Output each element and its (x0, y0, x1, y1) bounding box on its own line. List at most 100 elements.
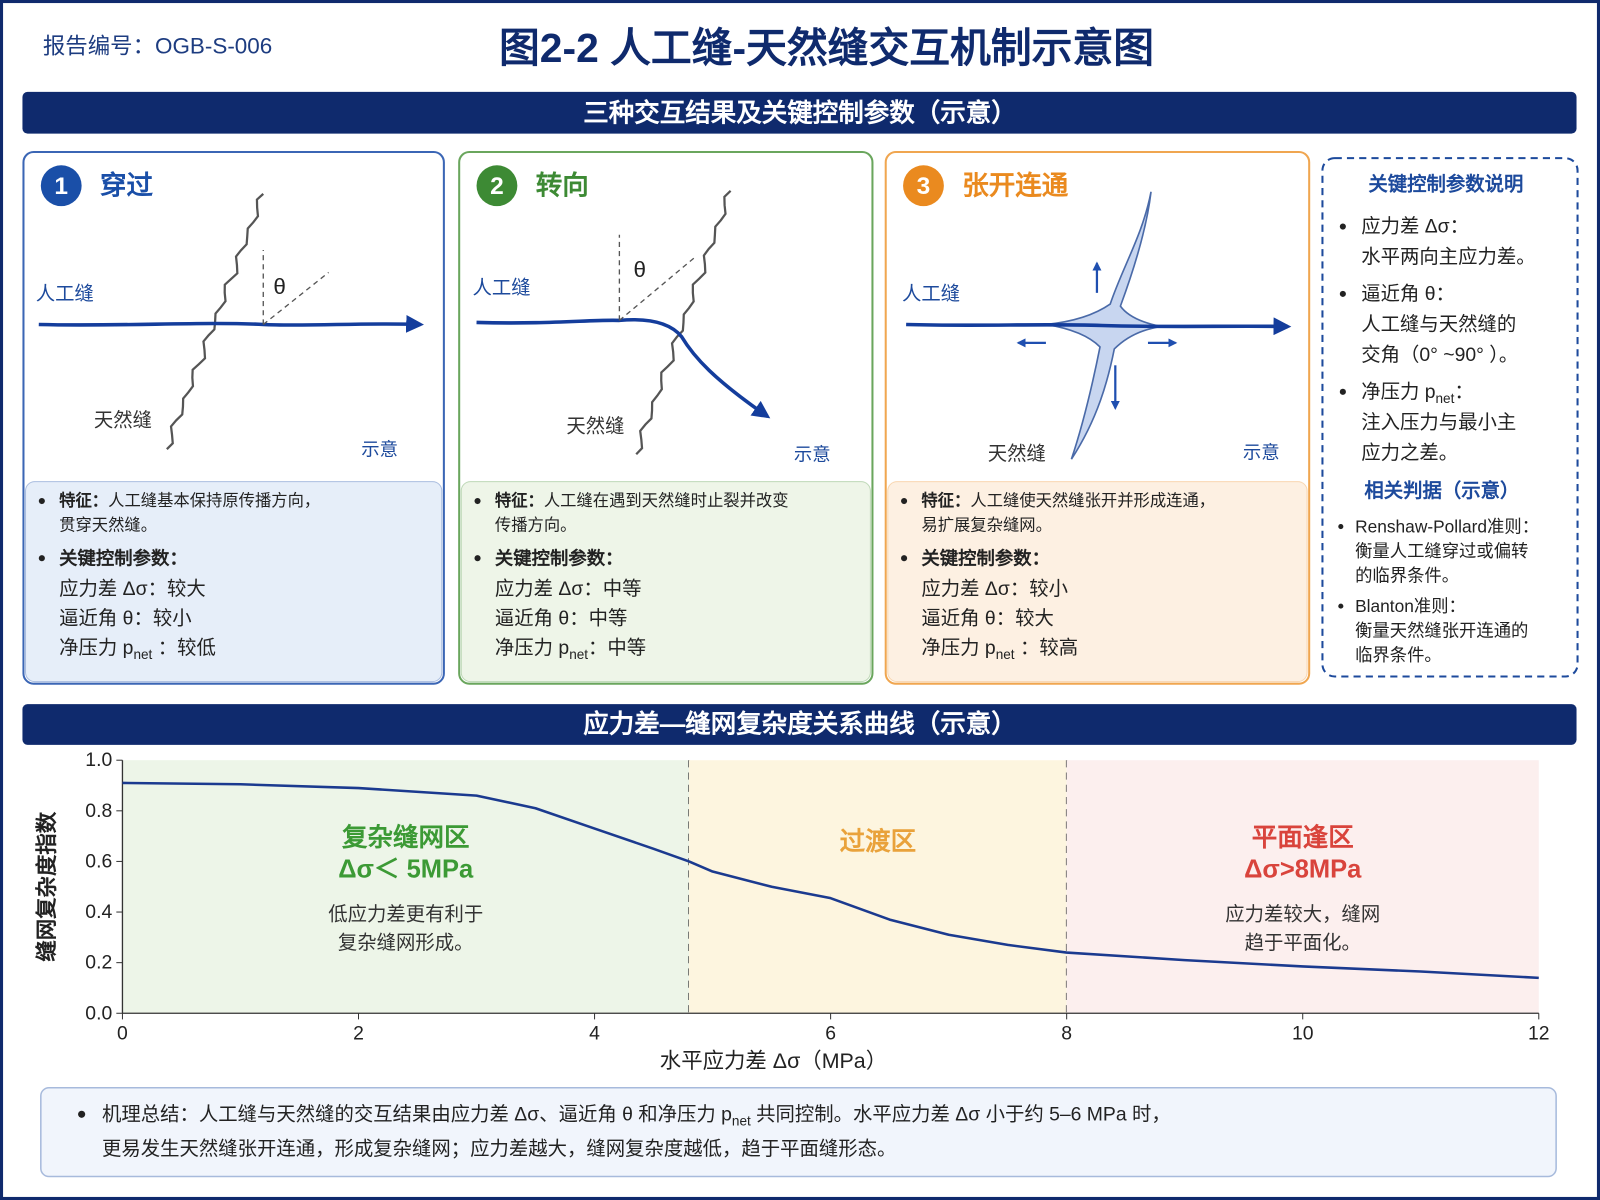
report-number: 报告编号：OGB-S-006 (43, 33, 272, 58)
text-part: 传播方向。 (495, 517, 577, 535)
chart-title: 应力差—缝网复杂度关系曲线（示意） (583, 709, 1017, 738)
params-label: 关键控制参数： (495, 548, 624, 569)
y-tick-label: 0.6 (85, 850, 112, 872)
text-part: net (732, 1113, 751, 1128)
feature-text: 特征：人工缝在遇到天然缝时止裂并改变 (495, 491, 789, 510)
region-note: 应力差较大，缝网 (1225, 903, 1380, 925)
text-part: ：较小 (1010, 578, 1068, 600)
criteria-text: 衡量人工缝穿过或偏转 (1355, 541, 1528, 561)
y-tick-label: 1.0 (85, 749, 112, 771)
natural-fracture-label: 天然缝 (988, 443, 1046, 465)
region-note: 趋于平面化。 (1245, 932, 1361, 954)
criteria-text: 衡量天然缝张开连通的 (1355, 621, 1528, 641)
artificial-fracture-label: 人工缝 (472, 277, 530, 299)
params-label: 关键控制参数： (59, 548, 188, 569)
region-subtitle: Δσ>8MPa (1244, 855, 1362, 883)
card-number-badge (476, 165, 518, 207)
card-number: 3 (917, 173, 931, 200)
side-panel-title: 关键控制参数说明 (1368, 173, 1523, 196)
text-part: ：较高 (1015, 637, 1079, 659)
x-tick-label: 0 (117, 1023, 128, 1045)
text-part: 共同控制。水平应力差 Δσ 小于约 5–6 MPa 时， (751, 1103, 1171, 1125)
region-note: 低应力差更有利于 (328, 903, 483, 925)
text-part: 应力差 Δσ (495, 578, 583, 600)
param-text: 净压力 pnet ：较低 (59, 637, 216, 662)
y-tick-label: 0.0 (85, 1002, 112, 1024)
text-part: ：中等 (583, 578, 641, 600)
y-axis-label: 缝网复杂度指数 (34, 811, 59, 961)
card-number: 1 (54, 173, 68, 200)
section-band (22, 704, 1577, 745)
x-tick-label: 12 (1528, 1023, 1550, 1045)
x-tick-label: 2 (353, 1023, 364, 1045)
card-number: 2 (490, 173, 504, 200)
text-part: net (133, 647, 152, 662)
angle-guide (618, 234, 695, 321)
side-item-desc: 注入压力与最小主 (1361, 411, 1516, 433)
param-text: 逼近角 θ：较大 (921, 607, 1053, 629)
text-part: 逼近角 θ (59, 607, 133, 629)
criteria-text: Blanton准则： (1355, 596, 1466, 616)
text-part: ： (1454, 381, 1473, 403)
card-feature-area (25, 481, 443, 683)
text-part: ：较大 (148, 578, 206, 600)
text-part: 特征： (495, 491, 544, 510)
text-part: 净压力 p (59, 637, 133, 659)
text-part: 应力差 Δσ (921, 578, 1009, 600)
summary-text: 更易发生天然缝张开连通，形成复杂缝网；应力差越大，缝网复杂度越低，趋于平面缝形态… (102, 1138, 896, 1160)
text-part: 特征： (59, 491, 108, 510)
artificial-fracture-label: 人工缝 (36, 283, 94, 305)
side-item-name: 逼近角 θ： (1361, 283, 1455, 305)
text-part: 应力差 Δσ： (1361, 216, 1469, 238)
text-part: ：中等 (569, 607, 627, 629)
side-item-name: 净压力 pnet： (1361, 381, 1474, 406)
x-tick-label: 8 (1061, 1023, 1072, 1045)
bullet (1339, 290, 1346, 297)
text-part: 应力差 Δσ (59, 578, 147, 600)
text-part: net (996, 647, 1015, 662)
card-number-badge (40, 165, 82, 207)
card-title: 穿过 (100, 171, 154, 201)
text-part: 净压力 p (495, 637, 569, 659)
param-text: 应力差 Δσ：中等 (495, 578, 642, 600)
artificial-fracture (38, 315, 424, 333)
bullet (38, 555, 45, 562)
section-band (22, 91, 1577, 134)
side-panel (1321, 157, 1579, 678)
natural-fracture (635, 190, 732, 456)
card-title: 转向 (536, 171, 589, 201)
text-part: ：较大 (996, 607, 1054, 629)
text-part: ：中等 (588, 637, 646, 659)
bullet (1338, 523, 1344, 530)
side-item-desc: 水平两向主应力差。 (1361, 246, 1535, 268)
summary-box (40, 1086, 1557, 1178)
bullet (1339, 388, 1346, 395)
text-part: net (1436, 390, 1455, 405)
schematic-note: 示意 (1243, 442, 1280, 463)
artificial-fracture (906, 317, 1292, 336)
card-title: 张开连通 (962, 171, 1069, 201)
feature-text: 特征：人工缝基本保持原传播方向， (59, 491, 320, 510)
text-part: 特征： (921, 491, 970, 510)
text-part: 贯穿天然缝。 (59, 517, 157, 535)
card-feature-area (887, 481, 1308, 683)
y-tick-label: 0.8 (85, 800, 112, 822)
region-title: 过渡区 (840, 827, 917, 856)
chart-region (1066, 760, 1539, 1014)
text-part: 人工缝在遇到天然缝时止裂并改变 (544, 492, 789, 510)
param-text: 净压力 pnet ：较高 (921, 637, 1078, 662)
angle-guide (262, 250, 329, 326)
feature-text: 易扩展复杂缝网。 (921, 517, 1052, 535)
angle-label: θ (634, 257, 646, 282)
region-note: 复杂缝网形成。 (338, 932, 474, 954)
x-axis-label: 水平应力差 Δσ（MPa） (660, 1049, 887, 1073)
side-item-desc: 应力之差。 (1361, 442, 1458, 464)
x-tick-label: 6 (825, 1023, 836, 1045)
bullet (78, 1110, 86, 1118)
side-item-desc: 交角（0° ~90° ）。 (1361, 344, 1518, 366)
natural-fracture (166, 193, 265, 450)
y-tick-label: 0.2 (85, 952, 112, 974)
criteria-text: 临界条件。 (1355, 645, 1442, 665)
